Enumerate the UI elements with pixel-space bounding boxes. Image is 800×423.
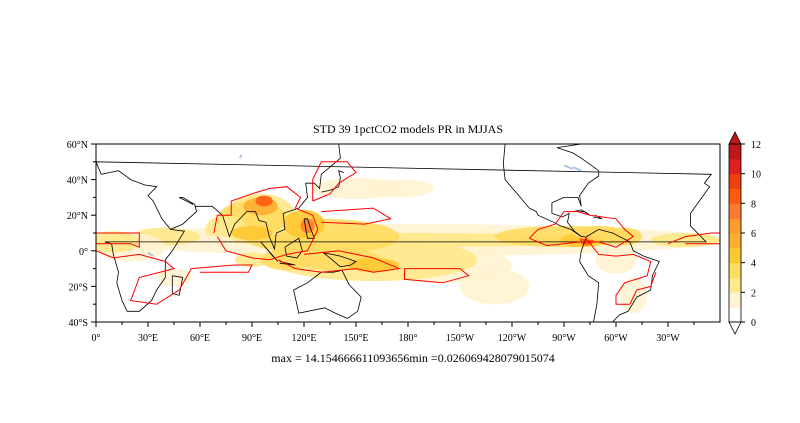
precip-region: [300, 218, 315, 234]
colorbar-segment: [729, 144, 741, 160]
y-axis: 60°N 40°N 20°N 0° 20°S 40°S: [67, 140, 96, 329]
coastline: [194, 144, 341, 251]
x-tick-label: 120°E: [291, 333, 316, 344]
y-tick-label: 20°S: [68, 282, 88, 293]
precip-region: [650, 233, 720, 248]
x-tick-label: 60°E: [190, 333, 210, 344]
lake: [239, 154, 243, 159]
colorbar-segment: [729, 277, 741, 293]
coastline: [279, 261, 296, 266]
colorbar-segment: [729, 158, 741, 175]
x-tick-label: 90°W: [552, 333, 576, 344]
contour-line: [312, 161, 357, 202]
lake: [147, 251, 154, 257]
y-tick-label: 40°S: [68, 318, 88, 329]
significance-contours: [96, 161, 720, 305]
coastline: [586, 228, 660, 322]
colorbar-segment: [729, 218, 741, 234]
colorbar-min-extend: [728, 321, 742, 335]
chart-title: STD 39 1pctCO2 models PR in MJJAS: [313, 122, 503, 136]
coastline: [260, 241, 279, 262]
colorbar-tick-label: 10: [751, 170, 761, 181]
contour-line: [404, 268, 470, 284]
x-tick-label: 150°E: [343, 333, 368, 344]
precip-region: [347, 257, 400, 273]
precip-region: [364, 179, 434, 198]
x-tick-label: 150°W: [446, 333, 475, 344]
coastline: [322, 252, 357, 268]
colorbar-segment: [729, 188, 741, 204]
precip-region: [607, 227, 642, 246]
colorbar-tick-label: 2: [751, 288, 756, 299]
colorbar-max-extend: [728, 131, 742, 145]
x-tick-label: 120°W: [498, 333, 527, 344]
contour-line: [277, 250, 402, 273]
contour-line: [321, 207, 393, 225]
precip-region: [460, 268, 530, 305]
colorbar-tick-label: 0: [751, 318, 756, 329]
colorbar-tick-label: 12: [751, 140, 761, 151]
x-tick-label: 90°E: [242, 333, 262, 344]
lake: [572, 166, 582, 172]
coastline: [171, 275, 184, 296]
coastline: [502, 144, 582, 237]
y-tick-label: 20°N: [67, 211, 88, 222]
contour-line: [213, 186, 319, 261]
colorbar-segment: [729, 203, 741, 219]
precip-std-field: [96, 177, 720, 314]
coastline: [96, 161, 713, 312]
coastline: [303, 218, 315, 239]
x-tick-label: 60°W: [604, 333, 628, 344]
contour-line: [584, 236, 657, 305]
colorbar-segment: [729, 307, 741, 323]
precip-region: [595, 245, 637, 274]
contour-line: [528, 211, 635, 248]
y-tick-label: 0°: [79, 247, 88, 258]
colorbar-tick-label: 8: [751, 199, 756, 210]
coastlines: [96, 144, 713, 322]
colorbar-segment: [729, 247, 741, 264]
y-tick-label: 40°N: [67, 176, 88, 187]
contour-line: [96, 232, 140, 248]
colorbar-segment: [729, 173, 741, 189]
colorbar-tick-label: 6: [751, 229, 756, 240]
precip-region: [231, 225, 273, 241]
colorbar-segment: [729, 233, 741, 249]
x-tick-label: 180°: [399, 333, 418, 344]
coastline: [170, 196, 197, 230]
y-tick-label: 60°N: [67, 140, 88, 151]
colorbar-segment: [729, 262, 741, 278]
x-tick-label: 30°W: [656, 333, 680, 344]
lake: [563, 164, 574, 170]
contour-line: [667, 232, 720, 245]
x-tick-label: 0°: [92, 333, 101, 344]
x-tick-label: 30°E: [138, 333, 158, 344]
contour-line: [96, 250, 253, 305]
coastline: [579, 236, 600, 322]
max-min-footer: max = 14.154666611093656min =0.026069428…: [271, 351, 554, 365]
precip-region: [255, 195, 273, 207]
x-axis: 0° 30°E 60°E 90°E 120°E 150°E 180° 150°W 120°W 90…: [92, 322, 695, 344]
coastline: [551, 144, 600, 238]
colorbar: 0 2 4 6 8 10 12: [728, 131, 761, 335]
precip-region: [619, 277, 648, 314]
colorbar-segment: [729, 292, 741, 308]
precip-region: [234, 252, 270, 267]
colorbar-tick-label: 4: [751, 259, 756, 270]
